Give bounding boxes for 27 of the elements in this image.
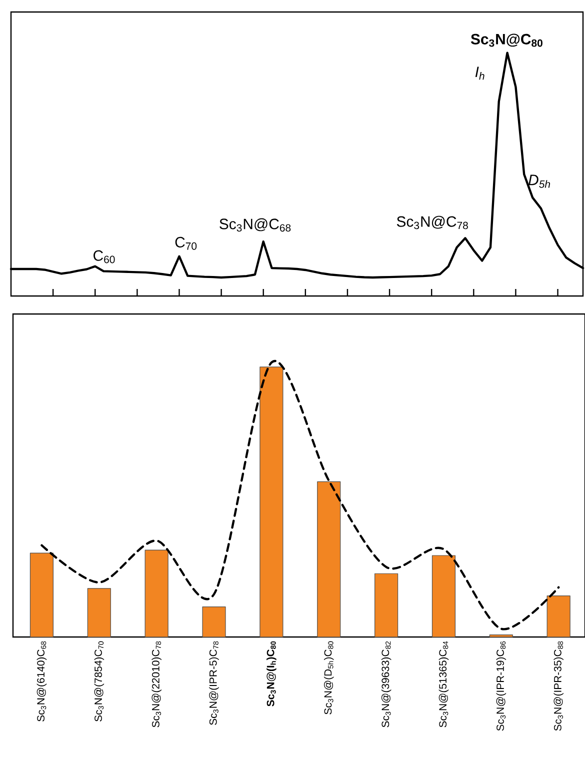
x-tick-label: Sc$_{3}$N@(39633)C$_{82}$	[381, 641, 392, 728]
annotation: Sc$_{3}$N@C$_{78}$	[396, 216, 468, 230]
annotation: C$_{60}$	[94, 250, 115, 264]
x-tick-label: Sc$_{3}$N@(D$_{5h}$)C$_{80}$	[324, 641, 334, 714]
bar	[144, 550, 168, 638]
x-tick-label: Sc$_{3}$N@(7854)C$_{70}$	[94, 641, 104, 722]
x-tick-label: Sc$_{3}$N@(51365)C$_{84}$	[438, 641, 449, 728]
bar	[30, 552, 54, 638]
bar	[489, 634, 513, 638]
bar	[87, 588, 111, 638]
text: D$_{5h}$	[528, 174, 550, 188]
annotation: C$_{70}$	[175, 236, 197, 250]
x-tick-label: Sc$_{3}$N@(IPR-35)C$_{88}$	[554, 641, 564, 731]
text: I$_{h}$	[475, 66, 484, 80]
category-label: Sc$_{3}$N@(I$_{h}$)C$_{80}$	[266, 641, 276, 706]
bar	[317, 481, 341, 638]
x-tick-label: Sc$_{3}$N@(IPR-5)C$_{78}$	[209, 641, 219, 725]
bar	[432, 555, 456, 638]
x-tick-label: Sc$_{3}$N@(6140)C$_{68}$	[36, 641, 47, 722]
bar	[374, 573, 398, 638]
bar	[260, 366, 284, 638]
bar	[546, 596, 570, 638]
text: Sc$_{3}$N@C$_{80}$	[470, 34, 542, 47]
bar	[202, 606, 226, 638]
x-tick-label: Sc$_{3}$N@(IPR-19)C$_{86}$	[496, 641, 506, 731]
annotation: Sc$_{3}$N@C$_{68}$	[220, 218, 291, 232]
x-tick-label: Sc$_{3}$N@(22010)C$_{78}$	[152, 641, 162, 728]
